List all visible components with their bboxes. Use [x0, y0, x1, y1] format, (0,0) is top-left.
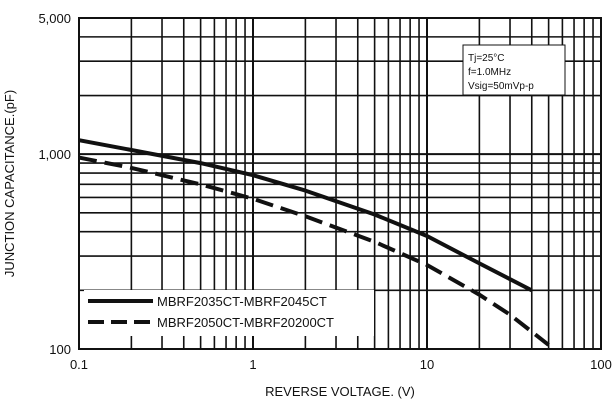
series-line-solid [78, 138, 533, 293]
x-tick-label: 1 [249, 357, 256, 372]
grid [79, 18, 601, 349]
series-layer [78, 138, 550, 347]
y-tick-label: 100 [49, 342, 71, 357]
legend-label-series-1: MBRF2035CT-MBRF2045CT [157, 294, 327, 309]
x-tick-label: 10 [420, 357, 434, 372]
x-axis-title: REVERSE VOLTAGE. (V) [265, 384, 415, 399]
y-tick-label: 5,000 [38, 11, 71, 26]
series-line-dashed [78, 155, 550, 347]
condition-temperature: Tj=25°C [468, 53, 505, 64]
condition-signal: Vsig=50mVp-p [468, 81, 534, 92]
x-tick-label: 0.1 [70, 357, 88, 372]
y-axis-title: JUNCTION CAPACITANCE.(pF) [2, 90, 17, 277]
condition-frequency: f=1.0MHz [468, 67, 511, 78]
conditions-box: Tj=25°C f=1.0MHz Vsig=50mVp-p [462, 44, 566, 96]
x-tick-label: 100 [590, 357, 612, 372]
legend: MBRF2035CT-MBRF2045CT MBRF2050CT-MBRF202… [84, 290, 374, 336]
plot-frame [78, 17, 602, 350]
legend-label-series-2: MBRF2050CT-MBRF20200CT [157, 315, 334, 330]
y-tick-label: 1,000 [38, 147, 71, 162]
tick-labels: 0.1 1 10 100 100 1,000 5,000 [38, 11, 611, 372]
